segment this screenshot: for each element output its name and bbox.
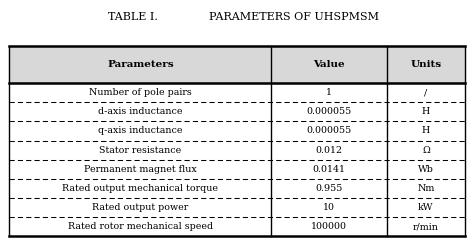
- Text: Rated output mechanical torque: Rated output mechanical torque: [62, 184, 219, 193]
- Text: 100000: 100000: [311, 222, 347, 231]
- Text: H: H: [422, 127, 430, 135]
- Text: 0.955: 0.955: [316, 184, 343, 193]
- Bar: [9, 46, 465, 83]
- Text: Ω: Ω: [422, 146, 430, 154]
- Text: kW: kW: [418, 203, 434, 212]
- Text: 0.000055: 0.000055: [307, 127, 352, 135]
- Text: Rated rotor mechanical speed: Rated rotor mechanical speed: [68, 222, 213, 231]
- Text: Value: Value: [313, 60, 345, 69]
- Text: Number of pole pairs: Number of pole pairs: [89, 88, 191, 97]
- Text: d-axis inductance: d-axis inductance: [98, 107, 182, 116]
- Text: PARAMETERS OF UHSPMSM: PARAMETERS OF UHSPMSM: [209, 12, 379, 22]
- Text: /: /: [424, 88, 428, 97]
- Text: 10: 10: [323, 203, 335, 212]
- Text: r/min: r/min: [413, 222, 439, 231]
- Text: Parameters: Parameters: [107, 60, 173, 69]
- Text: TABLE I.: TABLE I.: [108, 12, 158, 22]
- Text: Units: Units: [410, 60, 441, 69]
- Text: Rated output power: Rated output power: [92, 203, 189, 212]
- Text: Permanent magnet flux: Permanent magnet flux: [84, 165, 197, 174]
- Text: Nm: Nm: [417, 184, 435, 193]
- Text: 0.012: 0.012: [316, 146, 343, 154]
- Text: 0.000055: 0.000055: [307, 107, 352, 116]
- Text: H: H: [422, 107, 430, 116]
- Text: 0.0141: 0.0141: [313, 165, 346, 174]
- Text: q-axis inductance: q-axis inductance: [98, 127, 182, 135]
- Text: Wb: Wb: [418, 165, 434, 174]
- Text: 1: 1: [326, 88, 332, 97]
- Text: Stator resistance: Stator resistance: [99, 146, 182, 154]
